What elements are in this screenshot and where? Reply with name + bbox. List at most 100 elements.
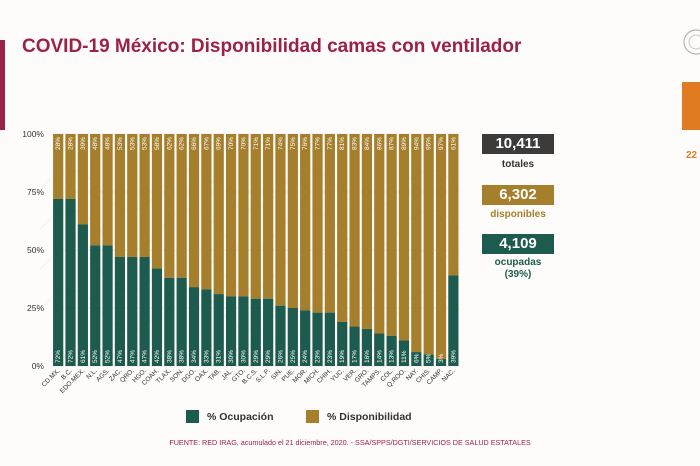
bar-availability [201, 134, 212, 290]
bar-availability [324, 134, 335, 313]
data-label-availability: 69% [216, 137, 223, 150]
x-tick-label: DGO. [181, 367, 198, 384]
data-label-availability: 84% [364, 137, 371, 150]
data-label-availability: 61% [450, 137, 457, 150]
bar-availability [53, 134, 64, 199]
data-label-availability: 94% [413, 137, 420, 150]
bar-availability [151, 134, 163, 269]
data-label-availability: 70% [228, 137, 235, 150]
bar-occupancy [287, 308, 298, 366]
bar-occupancy [139, 256, 150, 366]
bar-occupancy [65, 198, 76, 366]
bar-occupancy [176, 277, 187, 366]
bar-occupancy [263, 298, 274, 366]
bar-availability [423, 134, 434, 355]
data-label-availability: 28% [68, 137, 75, 150]
bar-availability [127, 134, 138, 257]
bar-occupancy [102, 245, 113, 366]
bar-availability [188, 134, 200, 288]
data-label-availability: 89% [401, 137, 408, 150]
data-label-availability: 77% [327, 137, 334, 150]
data-label-occupancy: 19% [339, 350, 346, 363]
data-label-occupancy: 24% [302, 350, 309, 363]
bar-occupancy [213, 294, 224, 366]
bar-occupancy [275, 305, 286, 366]
y-tick-label: 75% [27, 187, 44, 197]
bar-occupancy [411, 352, 422, 366]
bar-availability [164, 134, 175, 278]
bar-occupancy [201, 289, 212, 366]
bar-occupancy [250, 298, 261, 366]
bar-availability [411, 134, 422, 353]
data-label-occupancy: 39% [450, 350, 457, 363]
data-label-availability: 77% [315, 137, 322, 150]
data-label-availability: 53% [117, 137, 124, 150]
legend-availability-swatch [306, 410, 319, 423]
data-label-occupancy: 23% [315, 350, 322, 363]
x-tick-label: TAB. [207, 367, 222, 382]
bar-occupancy [90, 245, 101, 366]
data-label-occupancy: 11% [401, 350, 408, 363]
x-axis-labels: CD.MX.B.C.EDO.MEX.N.L.AGS.ZAC.QRO.HGO.CO… [41, 367, 457, 395]
data-label-occupancy: 52% [92, 350, 99, 363]
available-beds-box: 6,302 [482, 185, 554, 205]
data-label-availability: 58% [154, 137, 161, 150]
data-label-occupancy: 38% [166, 350, 173, 363]
bar-availability [139, 134, 150, 257]
data-label-occupancy: 13% [389, 350, 396, 363]
bar-occupancy [361, 328, 373, 366]
bar-availability [275, 134, 286, 306]
data-label-occupancy: 33% [203, 350, 210, 363]
bar-occupancy [435, 359, 447, 366]
data-label-occupancy: 47% [117, 350, 124, 363]
data-label-availability: 97% [438, 137, 445, 150]
data-label-occupancy: 47% [142, 350, 149, 363]
bar-availability [238, 134, 249, 297]
left-accent-bar [0, 40, 5, 130]
data-label-occupancy: 23% [327, 350, 334, 363]
data-label-occupancy: 6% [413, 353, 420, 363]
data-label-occupancy: 30% [240, 350, 247, 363]
stacked-bar-chart: 0% 25% 50% 75% 100% 28% 72% 28% 72% 39% 61% 48% 52%… [22, 129, 460, 395]
x-tick-label: S.L.P. [255, 367, 272, 384]
data-label-availability: 71% [265, 137, 272, 150]
right-edge-number: 22 [686, 150, 698, 161]
source-footer: FUENTE: RED IRAG, acumulado el 21 diciem… [169, 438, 531, 447]
y-tick-label: 50% [27, 245, 44, 255]
x-tick-label: NAC. [441, 367, 457, 383]
data-label-availability: 74% [277, 137, 284, 150]
data-label-occupancy: 5% [426, 353, 433, 363]
bar-availability [374, 134, 385, 334]
bar-occupancy [151, 268, 163, 366]
bar-occupancy [188, 287, 200, 366]
data-label-occupancy: 42% [154, 350, 161, 363]
data-label-occupancy: 30% [228, 350, 235, 363]
bar-availability [65, 134, 76, 199]
page-title: COVID-19 México: Disponibilidad camas co… [22, 36, 522, 57]
data-label-availability: 39% [80, 137, 87, 150]
bar-occupancy [127, 256, 138, 366]
data-label-occupancy: 26% [277, 350, 284, 363]
bar-availability [77, 134, 88, 225]
bar-occupancy [423, 354, 434, 366]
legend-occupancy-swatch [186, 410, 199, 423]
data-label-availability: 76% [302, 137, 309, 150]
data-label-availability: 62% [179, 137, 186, 150]
data-label-occupancy: 38% [179, 350, 186, 363]
data-label-availability: 83% [352, 137, 359, 150]
bar-availability [349, 134, 360, 327]
data-label-availability: 87% [389, 137, 396, 150]
legend-occupancy: % Ocupación [186, 410, 274, 423]
bar-availability [337, 134, 348, 322]
data-label-occupancy: 72% [55, 350, 62, 363]
data-label-availability: 75% [290, 137, 297, 150]
legend-availability: % Disponibilidad [306, 410, 412, 423]
bar-availability [225, 134, 237, 297]
bar-availability [263, 134, 274, 299]
data-label-availability: 28% [55, 137, 62, 150]
legend-availability-label: % Disponibilidad [327, 410, 412, 423]
data-label-occupancy: 72% [68, 350, 75, 363]
data-label-availability: 86% [376, 137, 383, 150]
bar-occupancy [398, 340, 410, 366]
data-label-occupancy: 14% [376, 350, 383, 363]
